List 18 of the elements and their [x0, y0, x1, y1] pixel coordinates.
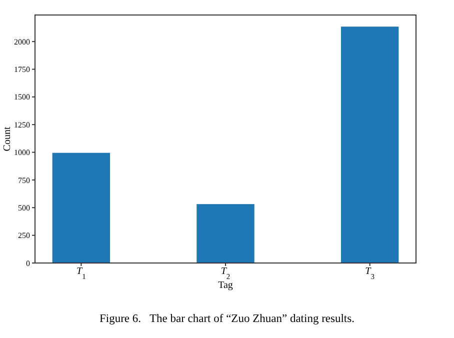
x-tick-label: T$_{2}$ [220, 266, 230, 280]
y-tick-label: 2000 [14, 37, 30, 46]
y-tick-label: 250 [18, 231, 30, 240]
y-tick-label: 500 [18, 203, 30, 212]
x-tick-label: T$_{3}$ [365, 266, 375, 280]
bar [340, 26, 399, 263]
x-axis-title: Tag [218, 280, 233, 291]
x-tick-label: T$_{1}$ [76, 266, 86, 280]
y-tick-label: 750 [18, 176, 30, 185]
bar [196, 204, 254, 263]
y-axis-title: Count [2, 126, 13, 152]
y-tick-label: 0 [26, 258, 30, 268]
y-tick-label: 1500 [14, 92, 30, 102]
bar [52, 152, 110, 263]
y-tick-label: 1000 [14, 148, 30, 158]
caption: Figure 6. The bar chart of “Zuo Zhuan” dating results. [100, 313, 355, 325]
y-tick-label: 1250 [14, 120, 30, 130]
y-tick-label: 1750 [14, 65, 30, 74]
